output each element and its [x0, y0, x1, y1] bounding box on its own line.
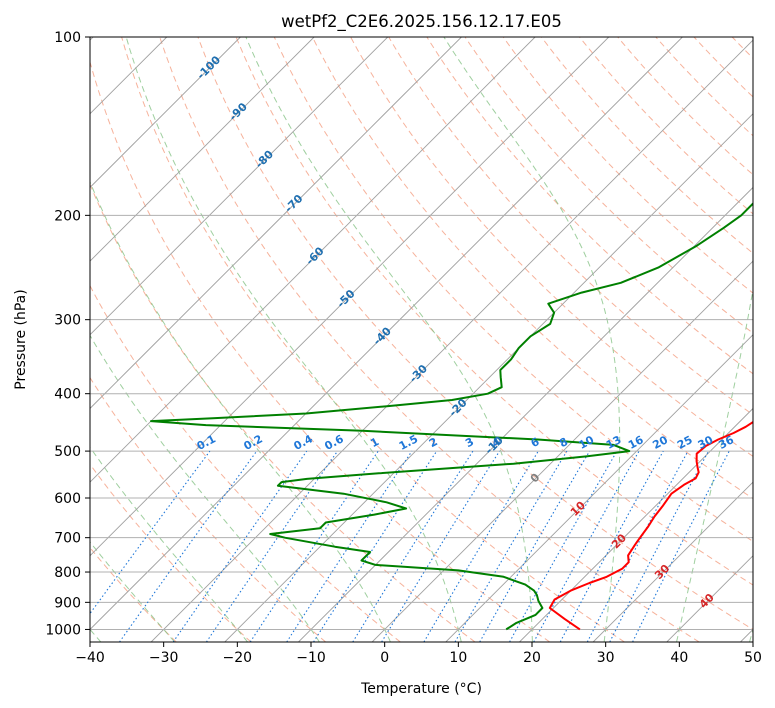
mixing-ratio-label: 25 — [675, 433, 695, 452]
isotherm-line — [90, 37, 462, 410]
y-tick-label: 400 — [54, 387, 81, 403]
y-tick-label: 200 — [54, 208, 81, 224]
y-tick-label: 300 — [54, 313, 81, 329]
isotherms — [90, 37, 753, 642]
dry-adiabat-line — [311, 37, 753, 500]
dry-adiabat-line — [273, 37, 753, 543]
isotherm-line — [90, 37, 536, 483]
dry-adiabat-line — [541, 37, 753, 254]
mixing-ratio-line — [352, 450, 474, 642]
mixing-ratio-line — [533, 450, 640, 642]
temperature-profile-line — [548, 420, 753, 631]
y-tick-label: 600 — [54, 491, 81, 507]
isotherm-line — [90, 37, 315, 262]
mixing-ratio-line — [559, 450, 664, 642]
x-tick-label: 30 — [597, 650, 615, 666]
x-tick-label: −40 — [75, 650, 105, 666]
isotherm-line — [592, 481, 753, 642]
y-tick-label: 100 — [54, 30, 81, 46]
dry-adiabat-line — [121, 37, 625, 642]
isotherm-line — [90, 37, 389, 336]
sounding-profiles — [150, 202, 753, 631]
dry-adiabat-line — [197, 37, 753, 631]
mixing-ratio-line — [119, 450, 258, 642]
x-tick-label: 20 — [523, 650, 541, 666]
moist-adiabat-line — [90, 180, 391, 642]
chart-title: wetPf2_C2E6.2025.156.12.17.E05 — [281, 12, 562, 32]
mixing-ratio-line — [286, 450, 413, 642]
isobars — [90, 37, 753, 630]
y-axis-ticks: 100 200 300 400 500 600 700 800 900 1000 — [45, 30, 90, 638]
dry-adiabats — [90, 37, 753, 642]
dry-adiabat-line — [235, 37, 753, 586]
mixing-ratio-label: 30 — [696, 433, 716, 452]
isotherm-line — [90, 37, 610, 557]
mixing-ratio-label: 13 — [604, 433, 624, 452]
y-tick-label: 800 — [54, 565, 81, 581]
moist-adiabat-line — [676, 286, 753, 642]
dry-adiabat-line — [350, 37, 753, 457]
dry-adiabat-line — [90, 463, 252, 642]
dry-adiabat-line — [388, 37, 753, 416]
mixing-ratio-line — [381, 450, 500, 642]
moist-adiabat-line — [245, 37, 533, 642]
dry-adiabat-line — [90, 182, 476, 642]
isotherm-line — [90, 37, 241, 189]
isotherm-line — [519, 407, 753, 642]
x-tick-label: 50 — [744, 650, 762, 666]
moist-adiabat-line — [125, 37, 462, 642]
y-axis-label: Pressure (hPa) — [13, 289, 29, 389]
x-tick-label: 40 — [670, 650, 688, 666]
mixing-ratio-label: 36 — [716, 433, 736, 452]
isotherm-line — [298, 186, 753, 642]
dry-adiabat-line — [90, 284, 401, 642]
isotherm-line — [90, 37, 683, 631]
mixing-ratio-lines — [90, 450, 730, 642]
isotherm-line — [150, 39, 753, 642]
plot-frame — [89, 36, 754, 643]
x-tick-label: −20 — [223, 650, 253, 666]
x-tick-label: −10 — [296, 650, 326, 666]
dry-adiabat-line — [90, 60, 551, 642]
y-tick-label: 1000 — [45, 622, 81, 638]
mixing-ratio-line — [205, 450, 338, 642]
x-axis-ticks: −40 −30 −20 −10 0 10 20 30 40 50 — [75, 642, 762, 666]
dry-adiabat-line — [617, 37, 753, 176]
y-tick-label: 500 — [54, 444, 81, 460]
moist-adiabat-line — [90, 446, 248, 642]
mixing-ratio-line — [632, 450, 730, 642]
dry-adiabat-line — [159, 37, 700, 642]
isotherm-line — [371, 260, 753, 642]
dewpoint-profile-line — [150, 202, 753, 631]
mixing-ratio-label: 16 — [626, 433, 646, 452]
x-axis-label: Temperature (°C) — [360, 681, 482, 697]
dry-adiabat-line — [426, 37, 753, 375]
mixing-ratio-line — [172, 450, 308, 642]
mixing-ratio-label: 20 — [650, 433, 670, 452]
x-tick-label: −30 — [149, 650, 179, 666]
mixing-ratio-line — [90, 450, 211, 615]
y-tick-label: 700 — [54, 531, 81, 547]
mixing-ratio-line — [509, 450, 618, 642]
isotherm-line — [445, 334, 753, 642]
moist-adiabat-line — [90, 334, 320, 642]
mixing-ratio-line — [313, 450, 438, 642]
moist-adiabat-line — [90, 541, 175, 642]
x-tick-label: 10 — [449, 650, 467, 666]
y-tick-label: 900 — [54, 595, 81, 611]
mixing-ratio-label: 10 — [577, 433, 597, 452]
x-tick-label: 0 — [380, 650, 389, 666]
